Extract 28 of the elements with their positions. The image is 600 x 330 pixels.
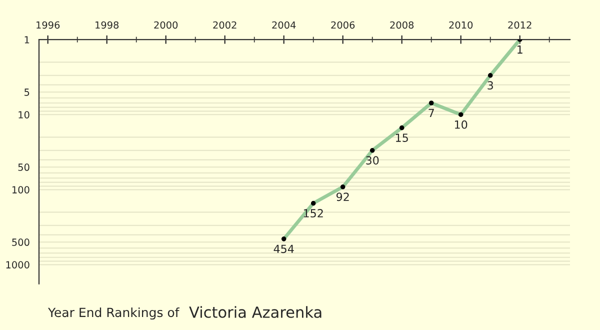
x-tick-label: 2000: [154, 21, 178, 29]
y-tick-label: 50: [18, 164, 30, 171]
text: Victoria Azarenka: [189, 306, 322, 318]
y-tick-label: 1000: [6, 261, 30, 268]
data-label: 454: [274, 244, 294, 254]
data-label: 15: [396, 134, 408, 142]
x-tick-label: 1996: [36, 21, 60, 29]
x-tick-label: 1998: [96, 21, 119, 29]
y-tick-label: 5: [24, 88, 30, 96]
y-tick-label: 10: [18, 111, 30, 118]
y-tick-label: 100: [12, 186, 30, 194]
data-label: 7: [428, 108, 434, 117]
data-label: 3: [488, 81, 493, 90]
data-label: 10: [455, 120, 468, 129]
data-label: 92: [336, 192, 349, 202]
y-tick-label: 1: [24, 36, 30, 44]
data-label: 30: [366, 156, 379, 165]
x-tick-label: 2010: [449, 21, 473, 29]
x-tick-label: 2004: [272, 21, 296, 29]
x-tick-label: 2002: [213, 21, 236, 29]
x-tick-label: 2008: [390, 21, 414, 29]
data-label: 1: [518, 46, 522, 54]
line-series: [281, 40, 522, 242]
y-tick-label: 500: [12, 238, 30, 246]
x-tick-label: 2012: [508, 21, 532, 29]
text: Year End Rankings of: [48, 307, 180, 320]
x-tick-label: 2006: [331, 21, 355, 29]
data-label: 152: [304, 209, 323, 218]
